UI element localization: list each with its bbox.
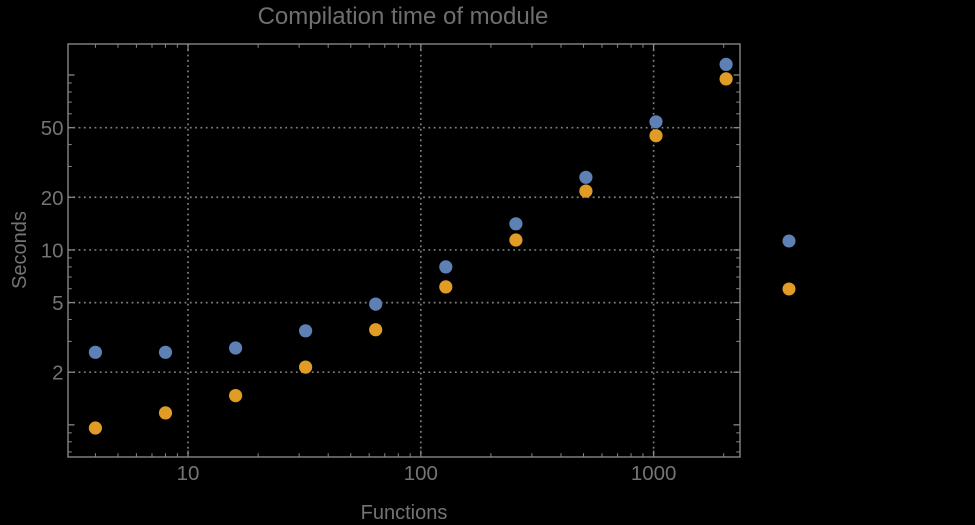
data-point-orange-series-x64 — [369, 323, 383, 337]
data-point-blue-series-x1024 — [649, 115, 663, 129]
data-point-orange-series-x16 — [229, 389, 243, 403]
y-axis-label: Seconds — [9, 211, 31, 289]
data-point-orange-series-x512 — [579, 184, 593, 198]
data-point-blue-series-x32 — [299, 324, 313, 338]
x-tick-label-1000: 1000 — [631, 462, 677, 485]
data-point-orange-series-x1024 — [649, 129, 663, 143]
data-point-orange-series-x2048 — [719, 72, 733, 86]
data-point-orange-series-x256 — [509, 233, 523, 247]
data-point-blue-series-x2048 — [719, 57, 733, 71]
y-tick-label-10: 10 — [41, 239, 64, 262]
data-point-blue-series-x256 — [509, 217, 523, 231]
y-tick-label-50: 50 — [41, 117, 64, 140]
x-tick-label-10: 10 — [177, 462, 200, 485]
data-point-blue-series-x64 — [369, 297, 383, 311]
data-point-blue-series-x8 — [158, 345, 173, 359]
data-point-orange-series-x128 — [439, 280, 453, 294]
x-axis-label: Functions — [361, 502, 448, 524]
data-point-blue-series-x4 — [88, 345, 102, 359]
data-point-blue-series-x16 — [229, 341, 243, 355]
data-point-orange-series-x32 — [299, 360, 313, 374]
y-tick-label-20: 20 — [41, 187, 64, 210]
data-point-orange-series-x8 — [158, 406, 173, 420]
legend-marker-orange-series — [782, 282, 796, 296]
chart-title: Compilation time of module — [258, 3, 549, 30]
legend-marker-blue-series — [782, 234, 796, 248]
data-point-orange-series-x4 — [88, 421, 102, 435]
data-point-blue-series-x512 — [579, 170, 593, 184]
x-tick-label-100: 100 — [404, 462, 438, 485]
y-tick-label-2: 2 — [52, 362, 63, 385]
y-tick-label-5: 5 — [52, 292, 63, 315]
data-point-blue-series-x128 — [439, 260, 453, 274]
